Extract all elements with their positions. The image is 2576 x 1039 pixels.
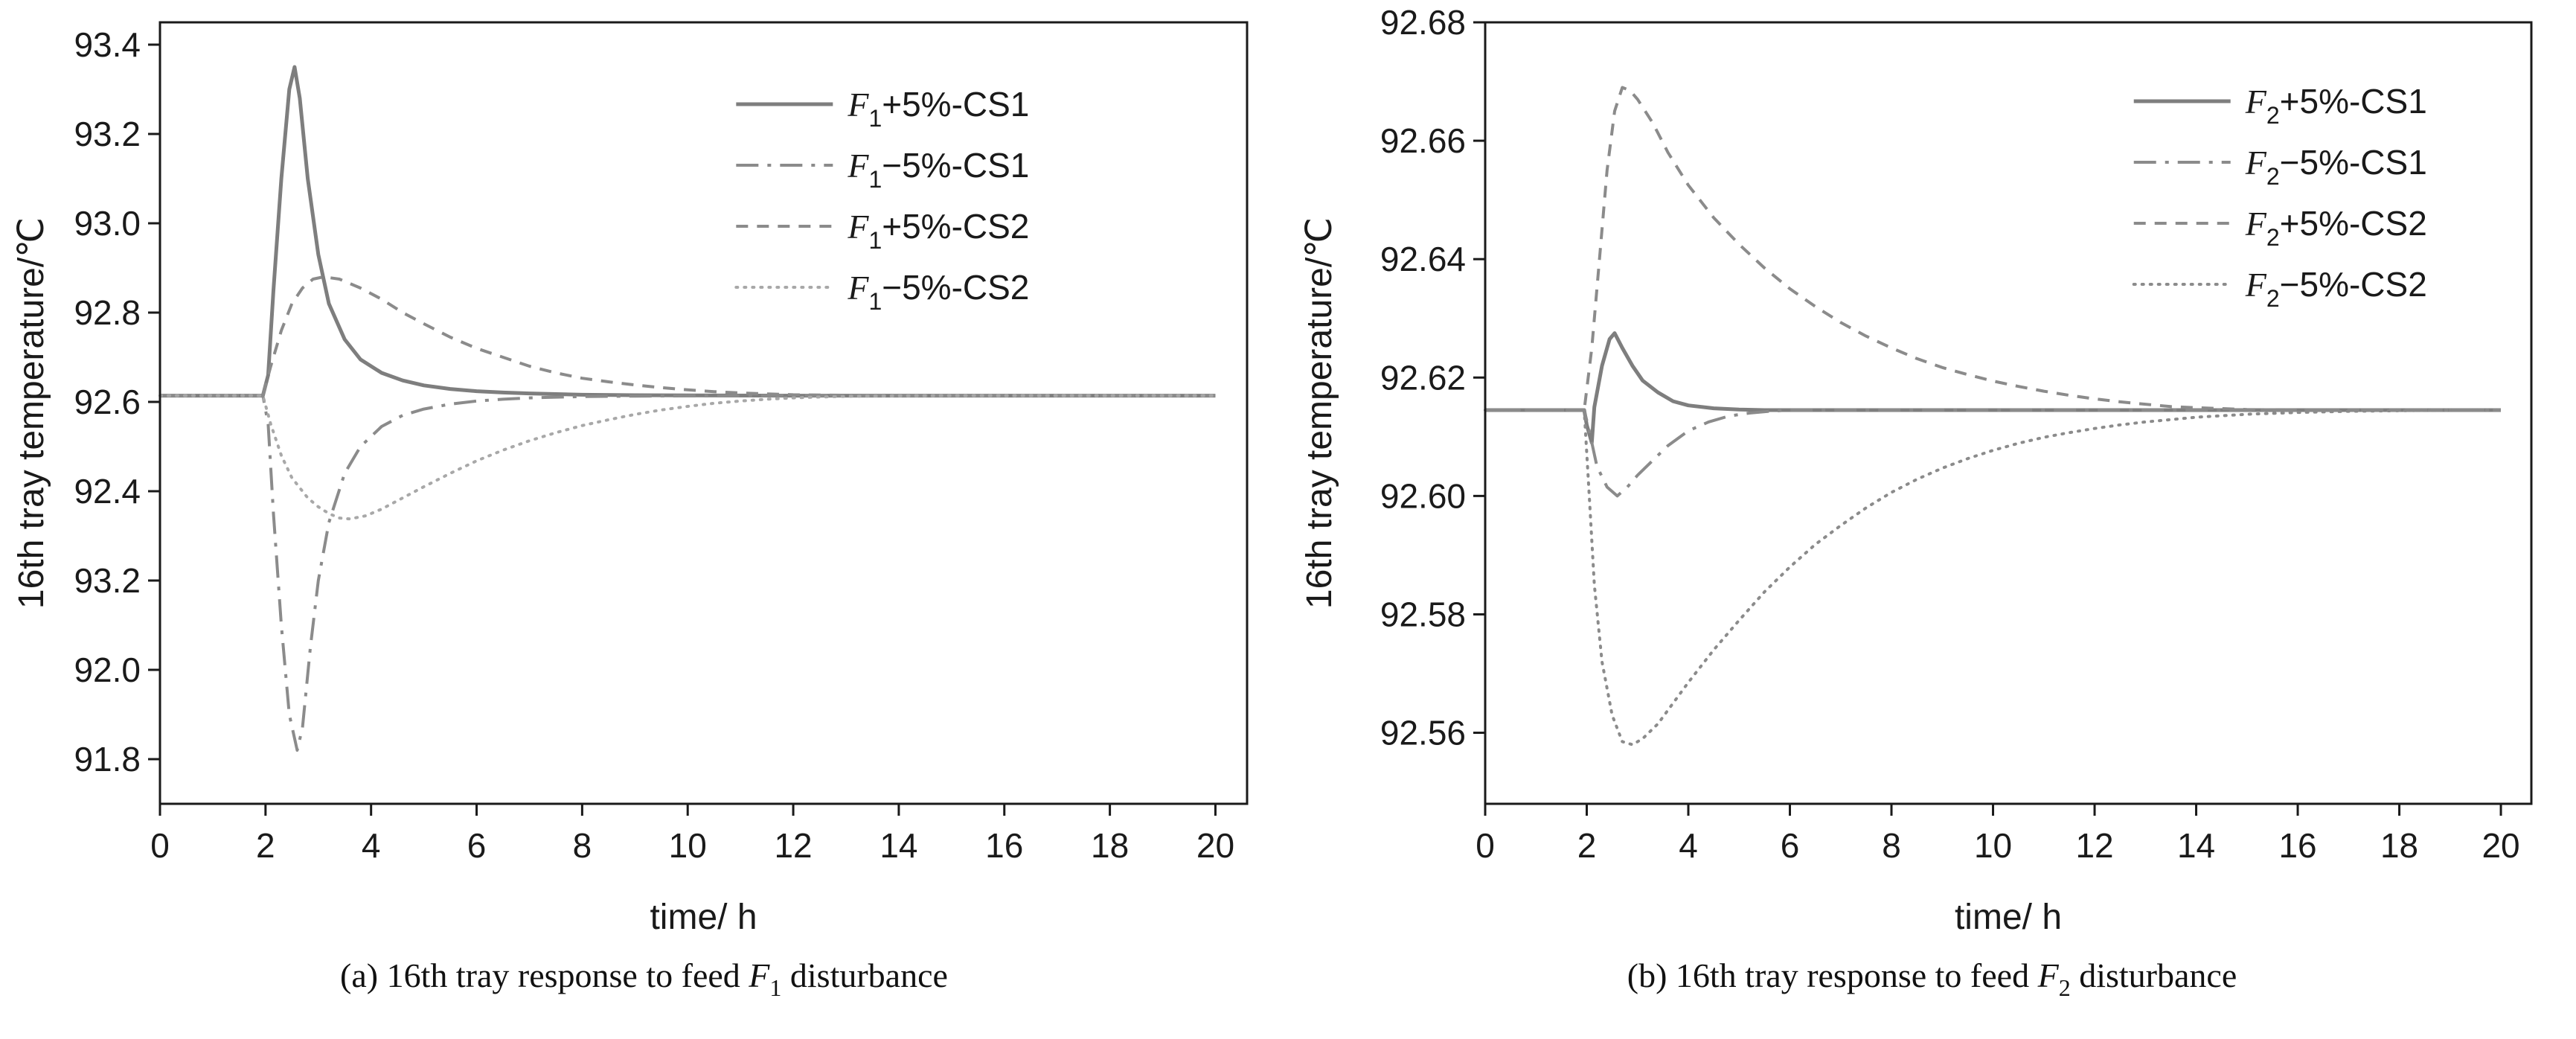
caption-b-suffix: disturbance — [2070, 956, 2237, 994]
legend-label: F1+5%-CS2 — [847, 207, 1029, 254]
plot-frame — [158, 21, 1249, 805]
x-tick-label: 16 — [2278, 826, 2316, 865]
caption-a-prefix: (a) 16th tray response to feed — [340, 956, 749, 994]
x-tick-label: 14 — [2177, 826, 2215, 865]
chart-a-container: 0 2 4 6 8 10 12 14 16 18 20 91.8 92.0 93.2 92.4 92.6 92.… — [12, 21, 1249, 1002]
y-tick-label: 92.8 — [74, 293, 141, 332]
legend-label: F2−5%-CS2 — [2245, 265, 2427, 312]
caption-b-variable: F — [2037, 956, 2059, 994]
legend-label: F2+5%-CS1 — [2245, 82, 2427, 129]
y-tick-label: 92.56 — [1380, 714, 1466, 752]
x-tick-label: 10 — [669, 826, 707, 865]
x-tick-label: 12 — [2075, 826, 2113, 865]
y-tick-label: 92.68 — [1380, 3, 1466, 42]
x-tick-label: 18 — [1091, 826, 1129, 865]
caption-b-prefix: (b) 16th tray response to feed — [1627, 956, 2038, 994]
series-line-dashed — [160, 275, 1216, 397]
chart-b-plot: 0 2 4 6 8 10 12 14 16 18 20 92.56 92.58 92.60 92.62 92.… — [1300, 3, 2533, 937]
x-tick-label: 4 — [362, 826, 381, 865]
x-tick-label: 0 — [1476, 826, 1495, 865]
caption-a-variable: F — [749, 956, 770, 994]
caption-b-subscript: 2 — [2058, 974, 2071, 1001]
chart-b-container: 0 2 4 6 8 10 12 14 16 18 20 92.56 92.58 92.60 92.62 92.… — [1288, 0, 2576, 1039]
y-tick-label: 92.62 — [1380, 358, 1466, 397]
caption-a-subscript: 1 — [769, 974, 782, 1001]
legend-label: F2+5%-CS2 — [2245, 204, 2427, 251]
y-tick-label: 92.64 — [1380, 240, 1466, 278]
y-tick-label: 91.8 — [74, 740, 141, 779]
x-tick-label: 6 — [1781, 826, 1800, 865]
series-line-dotted — [1484, 409, 2502, 747]
y-tick-label: 93.2 — [74, 115, 141, 153]
x-tick-label: 8 — [1882, 826, 1901, 865]
series-line-dotted — [158, 394, 1217, 521]
x-tick-label: 6 — [467, 826, 487, 865]
x-tick-label: 14 — [880, 826, 917, 865]
x-tick-label: 16 — [985, 826, 1023, 865]
x-tick-label: 2 — [1577, 826, 1597, 865]
x-axis-label: time/ h — [650, 898, 757, 937]
legend-label: F1−5%-CS1 — [847, 146, 1029, 193]
series-line-dashdot — [160, 394, 1216, 752]
legend-label: F1−5%-CS2 — [847, 268, 1029, 315]
x-tick-label: 20 — [2482, 826, 2519, 865]
legend-label: F2−5%-CS1 — [2245, 143, 2427, 190]
y-tick-label: 93.2 — [74, 561, 141, 600]
x-tick-label: 8 — [573, 826, 592, 865]
series-line-dashed — [1485, 86, 2501, 412]
legend-label: F1+5%-CS1 — [847, 85, 1029, 132]
x-tick-label: 2 — [256, 826, 275, 865]
chart-a-plot: 0 2 4 6 8 10 12 14 16 18 20 91.8 92.0 93.2 92.4 92.6 92.… — [12, 21, 1249, 937]
x-tick-label: 0 — [150, 826, 170, 865]
y-axis-label: 16th tray temperature/℃ — [1300, 217, 1339, 609]
chart-a-caption: (a) 16th tray response to feed F1 distur… — [340, 956, 948, 1002]
x-tick-label: 12 — [774, 826, 812, 865]
y-tick-label: 92.66 — [1380, 121, 1466, 160]
series-line-solid — [160, 65, 1216, 398]
y-tick-label: 92.6 — [74, 383, 141, 421]
x-tick-label: 20 — [1196, 826, 1234, 865]
y-axis-label: 16th tray temperature/℃ — [12, 217, 51, 609]
series-line-dashdot — [1485, 409, 2501, 498]
y-tick-label: 93.4 — [74, 25, 141, 64]
x-tick-label: 4 — [1679, 826, 1698, 865]
y-tick-label: 92.58 — [1380, 595, 1466, 633]
x-tick-label: 18 — [2380, 826, 2418, 865]
y-tick-label: 92.60 — [1380, 476, 1466, 515]
caption-a-suffix: disturbance — [781, 956, 948, 994]
y-tick-label: 92.4 — [74, 472, 141, 511]
y-tick-label: 92.0 — [74, 650, 141, 689]
series-line-solid — [1485, 331, 2501, 445]
chart-b-caption: (b) 16th tray response to feed F2 distur… — [1627, 956, 2237, 1002]
x-axis-label: time/ h — [1955, 898, 2062, 937]
y-tick-label: 93.0 — [74, 204, 141, 243]
plot-frame — [1484, 21, 2533, 805]
x-tick-label: 10 — [1974, 826, 2012, 865]
